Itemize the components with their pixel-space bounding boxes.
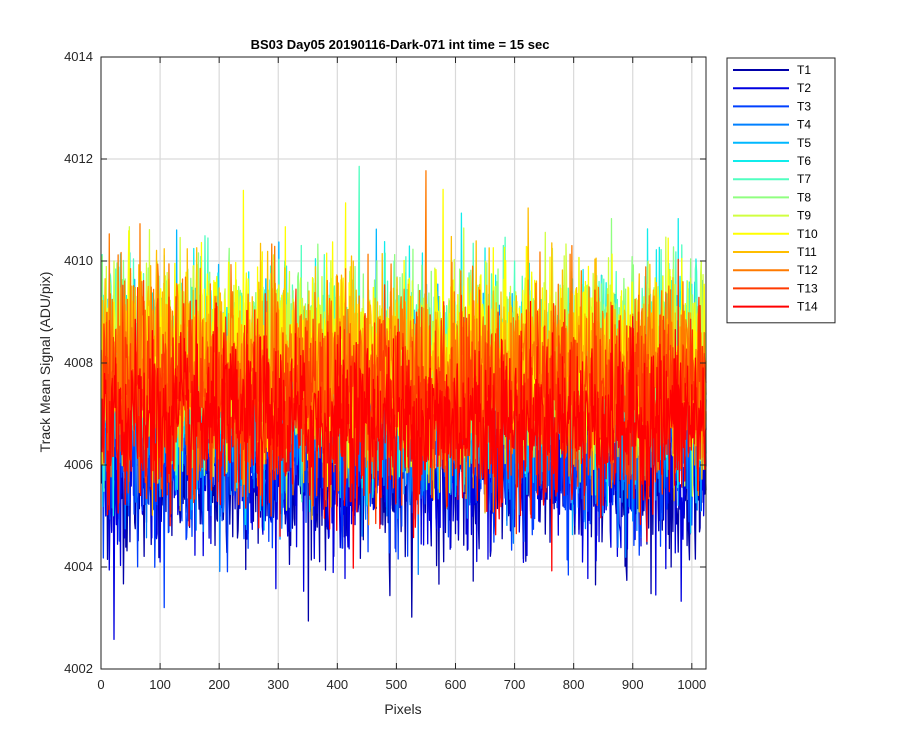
legend-entry-t7: T7: [797, 172, 811, 186]
y-tick-label: 4014: [64, 49, 93, 64]
x-axis-ticks: 0 100 200 300 400 500 600 700 800 900 1000: [97, 57, 706, 692]
y-axis-label: Track Mean Signal (ADU/pix): [37, 272, 53, 453]
x-tick-label: 700: [504, 677, 526, 692]
chart-title: BS03 Day05 20190116-Dark-071 int time = …: [251, 37, 550, 52]
legend-entry-t4: T4: [797, 118, 811, 132]
legend-entry-t8: T8: [797, 190, 811, 204]
legend-entry-t10: T10: [797, 227, 818, 241]
y-tick-label: 4008: [64, 355, 93, 370]
x-tick-label: 200: [208, 677, 230, 692]
x-tick-label: 600: [445, 677, 467, 692]
legend-entry-t5: T5: [797, 136, 811, 150]
legend-box: [726, 57, 836, 324]
y-tick-label: 4004: [64, 559, 93, 574]
legend-entry-t14: T14: [797, 300, 818, 314]
y-tick-label: 4002: [64, 661, 93, 676]
legend-entry-t11: T11: [797, 245, 817, 259]
series-lines: [100, 165, 707, 640]
x-tick-label: 0: [97, 677, 104, 692]
legend-entry-t2: T2: [797, 81, 811, 95]
x-tick-label: 500: [386, 677, 408, 692]
legend-entry-t12: T12: [797, 263, 818, 277]
legend-entry-t6: T6: [797, 154, 811, 168]
x-tick-label: 800: [563, 677, 585, 692]
x-axis-label: Pixels: [384, 701, 421, 717]
legend-entry-t9: T9: [797, 209, 811, 223]
legend-entry-t3: T3: [797, 99, 811, 113]
y-tick-label: 4010: [64, 253, 93, 268]
x-tick-label: 400: [326, 677, 348, 692]
y-tick-label: 4012: [64, 151, 93, 166]
x-tick-label: 300: [267, 677, 289, 692]
x-tick-label: 1000: [677, 677, 706, 692]
legend-entry-t1: T1: [797, 63, 811, 77]
y-tick-label: 4006: [64, 457, 93, 472]
y-axis-ticks: 4002 4004 4006 4008 4010 4012 4014: [64, 49, 706, 676]
legend: T1 T2 T3 T4 T5 T6 T7 T8 T9 T10 T11 T12 T13 T14: [726, 57, 836, 324]
x-tick-label: 900: [622, 677, 644, 692]
series-line-t14: [100, 299, 707, 572]
x-tick-label: 100: [149, 677, 171, 692]
legend-entry-t13: T13: [797, 281, 818, 295]
